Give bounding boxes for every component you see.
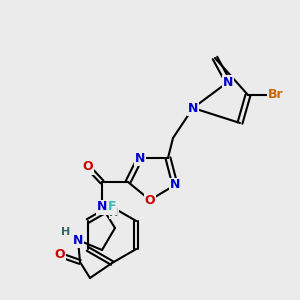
Text: N: N [170,178,180,191]
Text: O: O [145,194,155,206]
Text: N: N [97,200,107,214]
Text: N: N [135,152,145,164]
Text: H: H [61,227,70,237]
Text: Br: Br [268,88,284,101]
Text: N: N [223,76,233,88]
Text: H: H [110,208,118,218]
Text: O: O [55,248,65,262]
Text: N: N [73,233,83,247]
Text: F: F [108,200,116,214]
Text: N: N [188,101,198,115]
Text: O: O [83,160,93,173]
